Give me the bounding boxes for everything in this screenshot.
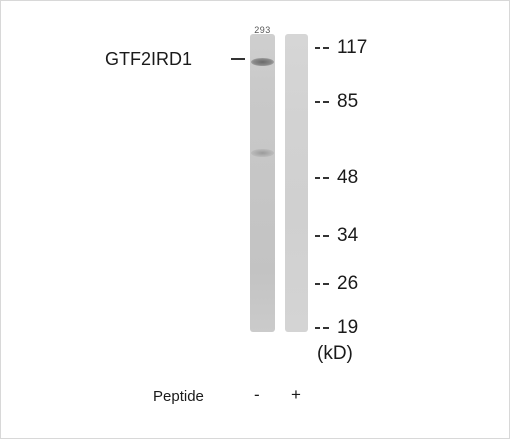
unit-label: (kD) — [317, 343, 353, 364]
marker-value: 85 — [337, 91, 359, 112]
protein-label: GTF2IRD1 — [105, 49, 193, 69]
band-arrow-icon — [231, 58, 245, 60]
marker-tick — [315, 47, 329, 49]
marker-tick — [315, 235, 329, 237]
marker-tick — [315, 283, 329, 285]
marker-value: 34 — [337, 225, 359, 246]
lane-293 — [250, 34, 275, 332]
marker-tick — [315, 327, 329, 329]
lane-label: 293 — [254, 25, 271, 35]
protein-band — [251, 58, 274, 66]
lane-sign-minus: - — [254, 385, 260, 404]
faint-band — [251, 149, 274, 157]
lane-sign-plus: + — [291, 385, 301, 404]
peptide-label: Peptide — [153, 388, 204, 405]
marker-tick — [315, 101, 329, 103]
marker-value: 19 — [337, 317, 359, 338]
marker-tick — [315, 177, 329, 179]
lane-peptide — [285, 34, 308, 332]
marker-value: 26 — [337, 273, 359, 294]
marker-value: 48 — [337, 167, 359, 188]
marker-value: 117 — [337, 37, 368, 58]
